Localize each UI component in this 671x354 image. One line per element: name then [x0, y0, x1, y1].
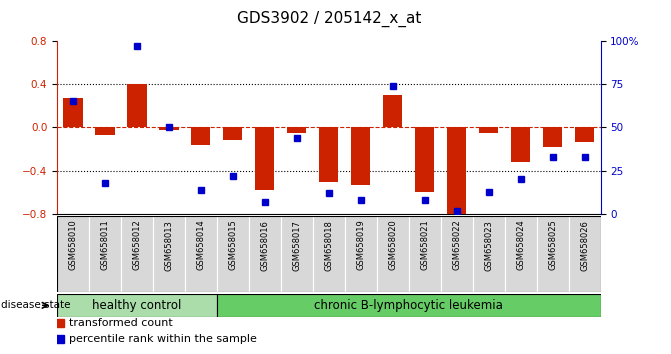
Bar [376, 216, 409, 292]
Text: GSM658013: GSM658013 [164, 220, 173, 270]
Bar [383, 95, 403, 127]
Bar [223, 127, 242, 141]
Text: GSM658016: GSM658016 [260, 220, 269, 270]
Bar [543, 127, 562, 147]
Bar [57, 294, 217, 317]
Bar [249, 216, 281, 292]
Text: GSM658022: GSM658022 [452, 220, 461, 270]
Bar [287, 127, 307, 133]
Bar [153, 216, 185, 292]
Text: GSM658014: GSM658014 [197, 220, 205, 270]
Text: transformed count: transformed count [69, 318, 172, 328]
Bar [511, 127, 530, 162]
Bar [447, 127, 466, 216]
Bar [575, 127, 594, 142]
Text: GSM658017: GSM658017 [293, 220, 301, 270]
Text: GSM658025: GSM658025 [548, 220, 557, 270]
Bar [441, 216, 472, 292]
Bar [281, 216, 313, 292]
Text: GSM658019: GSM658019 [356, 220, 365, 270]
Text: GSM658021: GSM658021 [420, 220, 429, 270]
Bar [185, 216, 217, 292]
Bar [217, 294, 601, 317]
Bar [127, 84, 146, 127]
Bar [313, 216, 345, 292]
Bar [537, 216, 568, 292]
Text: GSM658015: GSM658015 [228, 220, 238, 270]
Bar [472, 216, 505, 292]
Bar [568, 216, 601, 292]
Bar [505, 216, 537, 292]
Bar [191, 127, 211, 145]
Bar [95, 127, 115, 135]
Text: GSM658011: GSM658011 [101, 220, 109, 270]
Text: GSM658026: GSM658026 [580, 220, 589, 270]
Text: GSM658018: GSM658018 [324, 220, 333, 270]
Bar [479, 127, 499, 133]
Text: GSM658020: GSM658020 [389, 220, 397, 270]
Bar [121, 216, 153, 292]
Text: GDS3902 / 205142_x_at: GDS3902 / 205142_x_at [237, 11, 421, 27]
Bar [89, 216, 121, 292]
Bar [415, 127, 434, 193]
Text: GSM658012: GSM658012 [132, 220, 142, 270]
Bar [319, 127, 338, 182]
Bar [255, 127, 274, 190]
Bar [57, 216, 89, 292]
Text: GSM658024: GSM658024 [516, 220, 525, 270]
Text: chronic B-lymphocytic leukemia: chronic B-lymphocytic leukemia [314, 299, 503, 312]
Bar [64, 98, 83, 127]
Bar [159, 127, 178, 130]
Bar [217, 216, 249, 292]
Text: healthy control: healthy control [93, 299, 182, 312]
Text: percentile rank within the sample: percentile rank within the sample [69, 334, 257, 344]
Text: GSM658023: GSM658023 [484, 220, 493, 270]
Bar [351, 127, 370, 185]
Text: disease state: disease state [1, 300, 70, 310]
Bar [345, 216, 376, 292]
Bar [409, 216, 441, 292]
Text: GSM658010: GSM658010 [68, 220, 78, 270]
